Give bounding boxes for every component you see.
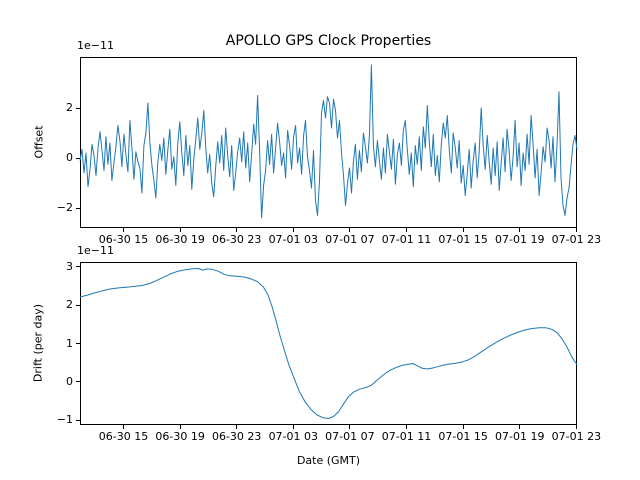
drift-y-tick-label: 1 bbox=[66, 336, 73, 350]
drift-y-tick bbox=[76, 304, 80, 306]
offset-x-tick-label: 07-01 03 bbox=[268, 233, 319, 246]
chart-title: APOLLO GPS Clock Properties bbox=[225, 33, 432, 49]
x-axis-label: Date (GMT) bbox=[296, 454, 361, 467]
drift-y-tick-label: 2 bbox=[66, 298, 73, 312]
drift-x-tick bbox=[122, 425, 124, 429]
drift-x-tick bbox=[292, 425, 294, 429]
offset-x-tick bbox=[519, 228, 521, 232]
offset-y-tick-label: 0 bbox=[66, 151, 73, 164]
offset-x-tick bbox=[292, 228, 294, 232]
drift-y-tick-label: 3 bbox=[66, 259, 73, 273]
drift-x-tick bbox=[406, 425, 408, 429]
offset-x-tick-label: 07-01 23 bbox=[551, 233, 602, 246]
drift-x-tick bbox=[349, 425, 351, 429]
drift-y-tick bbox=[76, 343, 80, 344]
drift-x-tick-label: 07-01 19 bbox=[495, 430, 545, 443]
offset-y-tick bbox=[76, 207, 80, 209]
drift-x-tick bbox=[236, 425, 238, 429]
drift-x-tick-label: 07-01 15 bbox=[438, 430, 488, 443]
drift-x-tick-label: 06-30 23 bbox=[211, 430, 262, 443]
offset-x-tick-label: 07-01 15 bbox=[438, 233, 488, 246]
offset-axis-ylabel: Offset bbox=[32, 125, 46, 159]
drift-x-tick bbox=[179, 425, 181, 429]
drift-x-tick bbox=[519, 425, 521, 429]
offset-x-tick-label: 07-01 11 bbox=[381, 233, 432, 246]
offset-y-tick bbox=[76, 107, 80, 109]
drift-axis-scale-label: 1e−11 bbox=[77, 244, 114, 257]
drift-x-tick-label: 07-01 07 bbox=[325, 430, 375, 443]
offset-x-tick-label: 06-30 23 bbox=[211, 233, 262, 246]
offset-y-tick-label: −2 bbox=[56, 201, 73, 214]
offset-x-tick-label: 07-01 07 bbox=[325, 233, 375, 246]
offset-x-tick bbox=[575, 228, 577, 232]
offset-x-tick-label: 07-01 19 bbox=[495, 233, 545, 246]
drift-x-tick-label: 07-01 03 bbox=[268, 430, 319, 443]
offset-x-tick bbox=[406, 228, 408, 232]
offset-y-tick bbox=[76, 157, 80, 159]
drift-y-tick bbox=[76, 266, 80, 268]
offset-x-tick bbox=[349, 228, 351, 232]
drift-x-tick-label: 06-30 15 bbox=[98, 430, 149, 443]
drift-series-line bbox=[79, 268, 578, 419]
drift-x-tick-label: 07-01 11 bbox=[381, 430, 432, 443]
drift-x-tick-label: 07-01 23 bbox=[551, 430, 602, 443]
drift-y-tick-label: 0 bbox=[66, 374, 73, 388]
offset-x-tick bbox=[462, 228, 464, 232]
offset-x-tick bbox=[122, 228, 124, 232]
drift-x-tick bbox=[462, 425, 464, 429]
drift-y-tick bbox=[76, 419, 80, 421]
drift-axes-box bbox=[80, 262, 577, 425]
offset-y-tick-label: 2 bbox=[66, 101, 73, 114]
offset-x-tick bbox=[179, 228, 181, 232]
drift-x-tick-label: 06-30 19 bbox=[155, 430, 205, 443]
offset-x-tick-label: 06-30 19 bbox=[155, 233, 205, 246]
drift-x-tick bbox=[575, 425, 577, 429]
offset-x-tick-label: 06-30 15 bbox=[98, 233, 149, 246]
offset-x-tick bbox=[236, 228, 238, 232]
drift-y-tick-label: −1 bbox=[56, 413, 73, 427]
drift-y-tick bbox=[76, 381, 80, 383]
offset-series-line bbox=[79, 64, 578, 219]
drift-axis-ylabel: Drift (per day) bbox=[31, 303, 45, 383]
offset-axis-scale-label: 1e−11 bbox=[77, 39, 114, 52]
